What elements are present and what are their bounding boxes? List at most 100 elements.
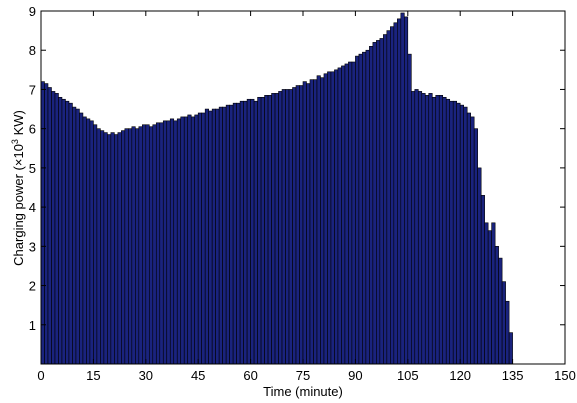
bars-group (40, 12, 513, 365)
bar (197, 112, 202, 365)
bar (390, 26, 395, 365)
bar (452, 100, 458, 365)
y-tick-label: 5 (29, 161, 36, 176)
bar (470, 116, 475, 365)
bar (152, 124, 157, 365)
bar (358, 53, 363, 365)
bar (176, 118, 182, 365)
y-tick-label: 2 (29, 279, 36, 294)
y-axis-label: Charging power (×103 KW) (10, 110, 26, 266)
bar (215, 108, 220, 365)
bar (348, 61, 353, 365)
bar (316, 75, 321, 365)
bar (103, 132, 108, 365)
x-tick-label: 120 (449, 368, 471, 383)
bar (407, 53, 412, 365)
bar (72, 106, 77, 365)
bar (61, 98, 66, 365)
y-tick-label: 7 (29, 82, 36, 97)
bar (445, 98, 451, 365)
bar (449, 100, 454, 365)
bar (229, 104, 234, 365)
bar (456, 102, 461, 365)
bar (313, 79, 318, 365)
bar (65, 100, 70, 365)
x-tick-label: 150 (554, 368, 576, 383)
bar (218, 106, 223, 365)
y-tick-label: 4 (29, 200, 36, 215)
bar (117, 132, 122, 365)
bar (194, 114, 199, 365)
bar (190, 116, 196, 365)
bar (383, 34, 388, 365)
bar (480, 195, 485, 365)
y-tick-label: 9 (29, 4, 36, 19)
bar (100, 130, 105, 365)
bar (334, 69, 339, 365)
bar (135, 128, 140, 365)
bar (86, 118, 91, 365)
bar (114, 134, 119, 365)
bar (327, 71, 332, 365)
bar (292, 87, 297, 365)
bar (208, 110, 213, 365)
bar (239, 100, 244, 365)
bar (264, 95, 269, 365)
bar (159, 122, 164, 365)
bar (309, 79, 314, 365)
bar (204, 108, 209, 365)
y-axis-label-unit: KW) (11, 110, 26, 139)
bar (431, 96, 437, 365)
bar (267, 95, 272, 365)
y-tick-label: 8 (29, 43, 36, 58)
bar (428, 93, 433, 365)
bar (180, 116, 185, 365)
bar (271, 93, 276, 365)
x-tick-label: 45 (191, 368, 205, 383)
bar (404, 16, 409, 365)
bar (253, 100, 258, 365)
bar (201, 112, 206, 365)
bar (365, 49, 370, 365)
bar (323, 73, 328, 365)
bar (142, 124, 147, 365)
bar (79, 112, 84, 365)
bar (82, 116, 87, 365)
x-tick-label: 90 (348, 368, 362, 383)
bar (397, 18, 402, 365)
bar (93, 124, 98, 365)
bar (341, 65, 346, 365)
bar (459, 104, 464, 365)
bar (414, 89, 419, 365)
bar (68, 102, 73, 365)
bar (463, 106, 468, 365)
bar (344, 63, 349, 365)
x-tick-label: 135 (502, 368, 524, 383)
bar (155, 122, 161, 365)
bar (372, 42, 377, 365)
bar (424, 95, 430, 365)
bar (393, 22, 398, 365)
bar (40, 81, 45, 365)
bar (306, 83, 311, 365)
y-axis-label-sup: 3 (10, 139, 20, 144)
x-axis: 0 15 30 45 60 75 90 105 120 135 150 (37, 11, 576, 383)
bar (337, 67, 342, 365)
bar (386, 30, 391, 365)
bar (369, 45, 374, 365)
bar (222, 106, 227, 365)
bar (320, 77, 325, 365)
bar (58, 96, 63, 365)
bar (162, 120, 168, 365)
bar (173, 120, 178, 365)
bar (417, 91, 423, 365)
bar (501, 281, 506, 365)
bar (250, 98, 255, 365)
x-tick-label: 75 (296, 368, 310, 383)
bar (498, 257, 503, 365)
bar (351, 61, 356, 365)
x-tick-label: 105 (397, 368, 419, 383)
x-tick-label: 30 (139, 368, 153, 383)
y-tick-label: 6 (29, 122, 36, 137)
